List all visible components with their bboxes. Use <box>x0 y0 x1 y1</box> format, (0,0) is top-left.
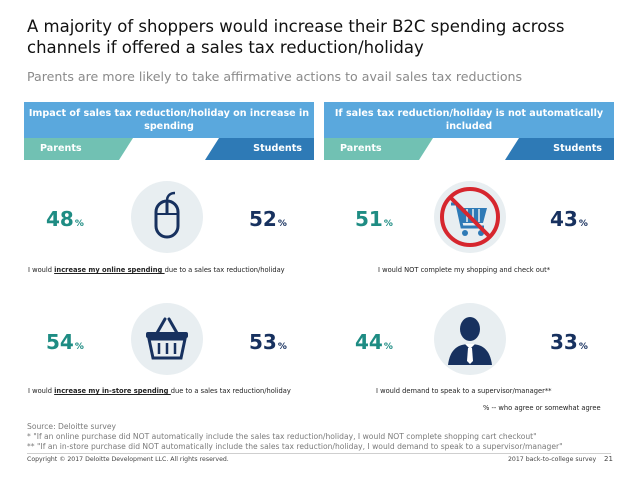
students-label: Students <box>505 138 614 160</box>
manager-person-icon <box>434 303 506 375</box>
source-line: * "If an online purchase did NOT automat… <box>27 432 537 441</box>
computer-mouse-icon <box>131 181 203 253</box>
value-number: 51 <box>355 207 383 231</box>
survey-name: 2017 back-to-college survey <box>508 456 597 463</box>
value-manager-students: 33% <box>550 331 588 358</box>
caption-instore-spending: I would increase my in-store spending du… <box>28 387 291 395</box>
panel-header: Impact of sales tax reduction/holiday on… <box>24 102 314 138</box>
parents-label: Parents <box>24 138 133 160</box>
value-number: 43 <box>550 207 578 231</box>
copyright: Copyright © 2017 Deloitte Development LL… <box>27 456 229 463</box>
panel-not-included: If sales tax reduction/holiday is not au… <box>324 102 614 400</box>
caption-text: due to a sales tax reduction/holiday <box>170 387 291 395</box>
caption-text: I would <box>28 387 55 395</box>
percent-sign: % <box>578 219 588 229</box>
footer-divider <box>27 453 611 454</box>
no-shopping-cart-icon <box>434 181 506 253</box>
value-number: 48 <box>46 207 74 231</box>
value-instore-parents: 54% <box>46 331 84 358</box>
value-manager-parents: 44% <box>355 331 393 358</box>
caption-no-checkout: I would NOT complete my shopping and che… <box>378 266 551 274</box>
source-notes: Source: Deloitte survey * "If an online … <box>27 422 563 452</box>
slide-subtitle: Parents are more likely to take affirmat… <box>27 69 523 84</box>
caption-emphasis: increase my online spending <box>54 266 165 274</box>
value-online-students: 52% <box>249 208 287 235</box>
shopping-basket-icon <box>131 303 203 375</box>
legend-note: % -- who agree or somewhat agree <box>483 404 601 412</box>
value-instore-students: 53% <box>249 331 287 358</box>
percent-sign: % <box>277 342 287 352</box>
percent-sign: % <box>578 342 588 352</box>
value-number: 52 <box>249 207 277 231</box>
students-label: Students <box>205 138 314 160</box>
value-number: 44 <box>355 330 383 354</box>
caption-emphasis: increase my in-store spending <box>54 387 171 395</box>
value-number: 53 <box>249 330 277 354</box>
value-number: 54 <box>46 330 74 354</box>
panel-header: If sales tax reduction/holiday is not au… <box>324 102 614 138</box>
percent-sign: % <box>74 219 84 229</box>
value-no-checkout-students: 43% <box>550 208 588 235</box>
caption-demand-manager: I would demand to speak to a supervisor/… <box>376 387 552 395</box>
page-number: 21 <box>604 455 613 463</box>
percent-sign: % <box>383 219 393 229</box>
percent-sign: % <box>74 342 84 352</box>
caption-text: due to a sales tax reduction/holiday <box>164 266 285 274</box>
source-line: ** "If an in-store purchase did NOT auto… <box>27 442 563 451</box>
panel-spending-impact: Impact of sales tax reduction/holiday on… <box>24 102 314 400</box>
source-line: Source: Deloitte survey <box>27 422 117 431</box>
percent-sign: % <box>277 219 287 229</box>
parents-label: Parents <box>324 138 433 160</box>
caption-text: I would <box>28 266 55 274</box>
value-number: 33 <box>550 330 578 354</box>
caption-online-spending: I would increase my online spending due … <box>28 266 285 274</box>
percent-sign: % <box>383 342 393 352</box>
value-no-checkout-parents: 51% <box>355 208 393 235</box>
slide-title: A majority of shoppers would increase th… <box>27 17 565 57</box>
value-online-parents: 48% <box>46 208 84 235</box>
